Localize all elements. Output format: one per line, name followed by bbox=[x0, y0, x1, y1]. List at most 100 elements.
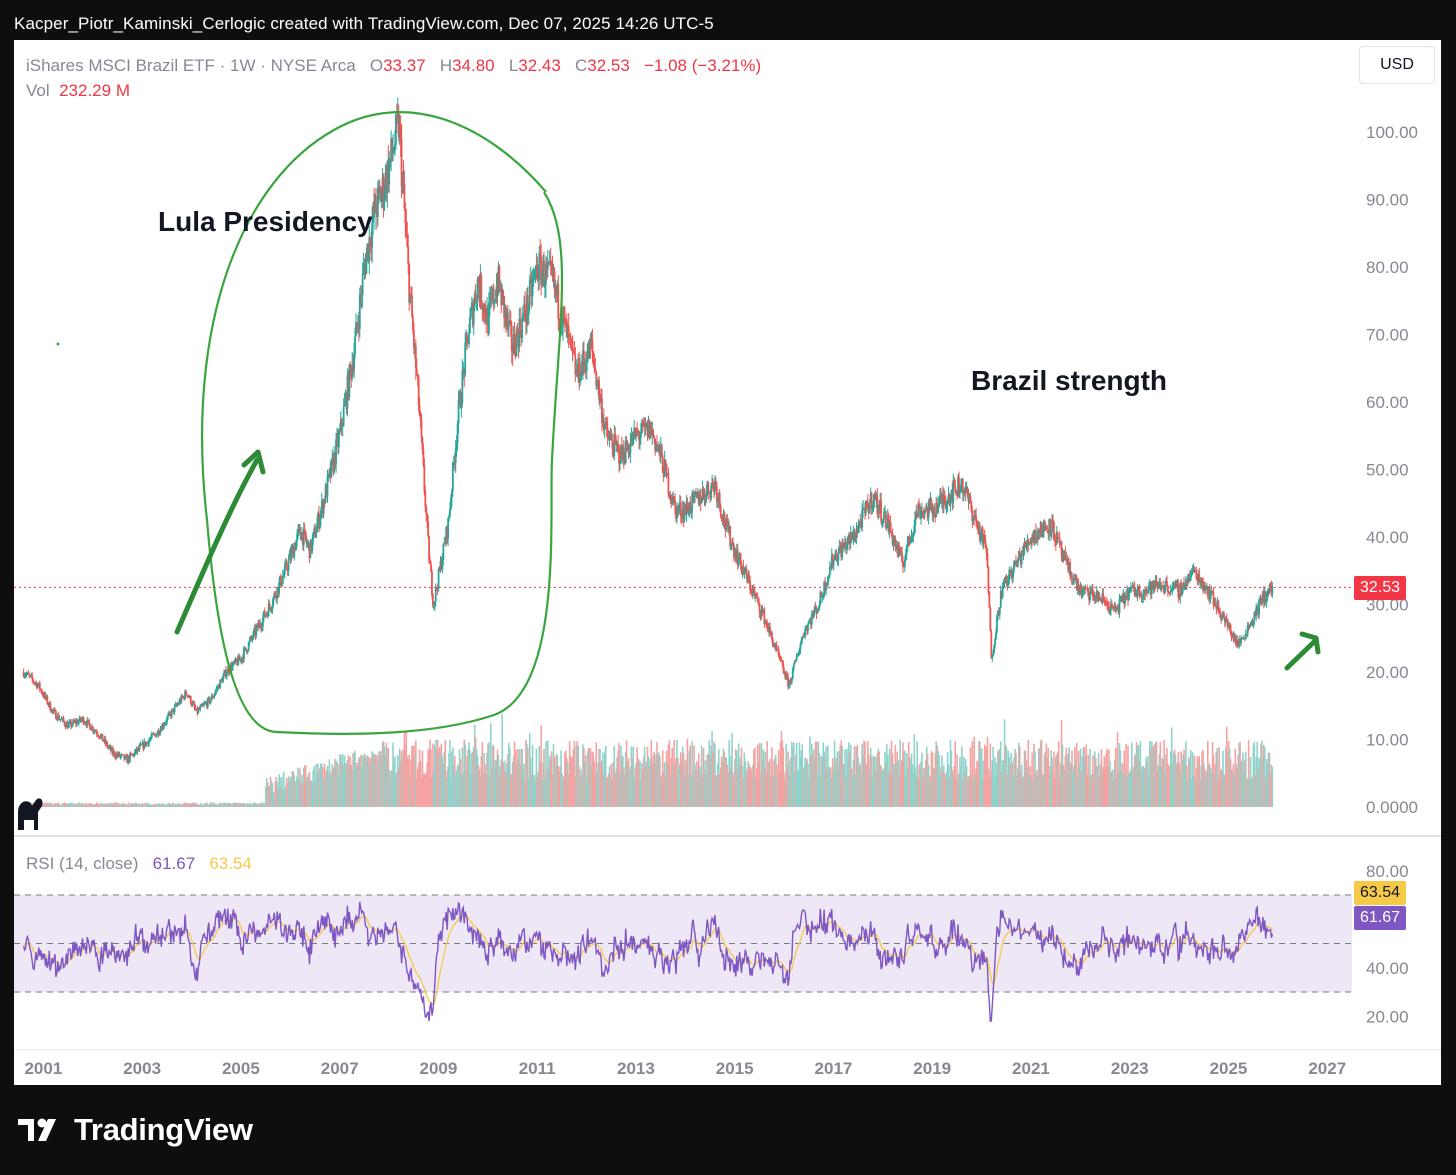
volume-bar bbox=[681, 746, 684, 807]
candle-body bbox=[1038, 531, 1041, 534]
candle-body bbox=[989, 607, 992, 632]
volume-bar bbox=[234, 802, 237, 807]
candle-body bbox=[1130, 587, 1133, 589]
candle-body bbox=[1262, 591, 1265, 603]
candle-body bbox=[111, 748, 113, 752]
candle-body bbox=[247, 642, 250, 651]
volume-bar bbox=[245, 803, 248, 807]
volume-bar bbox=[847, 757, 849, 807]
time-axis-tick: 2017 bbox=[815, 1059, 853, 1078]
volume-bar bbox=[677, 757, 679, 807]
candle-body bbox=[574, 354, 577, 375]
candle-body bbox=[524, 304, 526, 318]
symbol-legend[interactable]: iShares MSCI Brazil ETF · 1W · NYSE Arca… bbox=[26, 56, 761, 76]
candle-body bbox=[54, 710, 56, 712]
volume-bar bbox=[250, 804, 253, 807]
volume-bar bbox=[755, 768, 758, 807]
volume-bar bbox=[1067, 753, 1069, 807]
candle-body bbox=[448, 516, 450, 519]
candle-body bbox=[1182, 582, 1184, 588]
volume-bar bbox=[46, 802, 49, 807]
currency-button[interactable]: USD bbox=[1359, 46, 1435, 84]
volume-bar bbox=[1099, 763, 1102, 807]
candle-body bbox=[390, 138, 393, 159]
volume-bar bbox=[633, 778, 636, 807]
candle-body bbox=[97, 735, 100, 738]
volume-bar bbox=[353, 754, 355, 807]
volume-bar bbox=[1021, 777, 1024, 807]
candle-body bbox=[678, 502, 681, 509]
candle-body bbox=[456, 423, 459, 443]
candle-body bbox=[1012, 570, 1015, 578]
candle-body bbox=[75, 720, 78, 724]
volume-bar bbox=[336, 761, 338, 807]
candle-body bbox=[899, 549, 902, 556]
candle-body bbox=[1009, 569, 1012, 575]
candle-body bbox=[1084, 587, 1087, 590]
candle-body bbox=[792, 664, 795, 670]
candle-body bbox=[474, 293, 477, 303]
volume-bar bbox=[608, 766, 611, 807]
candle-body bbox=[610, 435, 613, 441]
candle-body bbox=[900, 549, 902, 552]
candle-body bbox=[107, 746, 110, 748]
volume-bar bbox=[460, 774, 463, 807]
candle-body bbox=[212, 696, 215, 699]
volume-bar bbox=[311, 781, 314, 807]
candle-body bbox=[692, 492, 695, 494]
volume-bar bbox=[1265, 759, 1268, 807]
tradingview-logo[interactable]: TradingView bbox=[18, 1112, 253, 1148]
volume-bar bbox=[741, 765, 744, 807]
time-axis-tick: 2003 bbox=[123, 1059, 161, 1078]
candle-body bbox=[1026, 540, 1029, 548]
candle-body bbox=[930, 500, 933, 504]
volume-bar bbox=[907, 742, 910, 807]
candle-body bbox=[198, 708, 201, 710]
volume-bar bbox=[1204, 769, 1206, 807]
candle-body bbox=[573, 351, 576, 355]
candle-body bbox=[80, 719, 83, 721]
volume-bar bbox=[180, 804, 183, 807]
candle-body bbox=[1139, 593, 1142, 596]
volume-bar bbox=[486, 752, 488, 807]
chart-canvas[interactable]: 100.0090.0080.0070.0060.0050.0040.0030.0… bbox=[14, 40, 1441, 1085]
volume-bar bbox=[287, 776, 290, 807]
volume-bar bbox=[362, 757, 365, 807]
candle-body bbox=[718, 493, 721, 505]
volume-bar bbox=[58, 804, 61, 807]
volume-bar bbox=[796, 771, 799, 807]
volume-bar bbox=[62, 804, 65, 807]
volume-bar bbox=[747, 761, 749, 807]
volume-legend[interactable]: Vol 232.29 M bbox=[26, 81, 130, 101]
candle-body bbox=[598, 379, 600, 400]
rsi-legend[interactable]: RSI (14, close) 61.67 63.54 bbox=[26, 854, 252, 874]
candle-body bbox=[93, 730, 96, 732]
volume-bar bbox=[160, 803, 163, 807]
volume-bar bbox=[141, 802, 144, 807]
volume-bar bbox=[783, 778, 786, 807]
candle-body bbox=[1248, 626, 1251, 628]
candle-body bbox=[1271, 586, 1274, 594]
volume-bar bbox=[552, 744, 555, 807]
candle-body bbox=[977, 522, 979, 531]
volume-bar bbox=[1215, 751, 1218, 807]
rsi-axis-tick: 20.00 bbox=[1366, 1007, 1409, 1026]
volume-bar bbox=[840, 740, 843, 807]
volume-bar bbox=[962, 757, 965, 807]
candle-body bbox=[407, 246, 410, 265]
candle-body bbox=[932, 507, 935, 515]
volume-bar bbox=[365, 760, 368, 807]
volume-bar bbox=[578, 766, 580, 807]
volume-bar bbox=[358, 757, 360, 807]
candle-body bbox=[307, 543, 310, 545]
candle-body bbox=[1244, 633, 1247, 640]
candle-body bbox=[660, 445, 663, 457]
candle-body bbox=[1129, 589, 1131, 591]
volume-bar bbox=[1185, 741, 1187, 807]
candle-body bbox=[536, 264, 539, 278]
volume-bar bbox=[65, 804, 68, 807]
volume-bar bbox=[1124, 771, 1126, 807]
volume-bar bbox=[906, 768, 909, 807]
volume-bar bbox=[1074, 747, 1076, 807]
candle-body bbox=[314, 528, 317, 538]
